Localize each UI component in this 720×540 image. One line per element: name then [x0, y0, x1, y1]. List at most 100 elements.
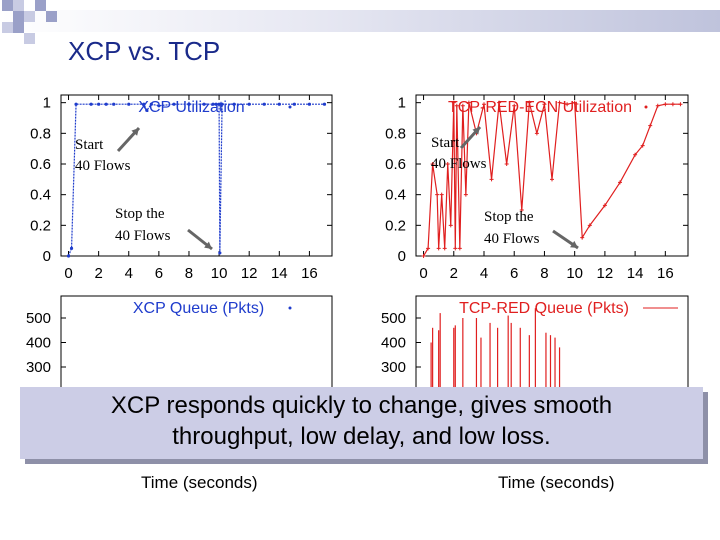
x-tick-label: 16: [657, 265, 674, 282]
data-point: [214, 102, 218, 106]
data-point: [512, 103, 517, 108]
chart-title-xcp-queue: XCP Queue (Pkts): [133, 300, 264, 317]
annotation-stop: Stop the: [484, 209, 534, 225]
y-tick-label: 300: [26, 359, 51, 376]
data-point: [448, 223, 453, 228]
annotation-start: Start: [75, 137, 104, 153]
data-point: [277, 102, 281, 106]
data-point: [307, 102, 312, 106]
data-point: [149, 102, 153, 106]
data-point: [247, 102, 251, 106]
chart-title-tcp-util: TCP-RED-ECN Utilization: [448, 99, 632, 116]
decor-square: [35, 0, 46, 11]
decor-square: [2, 0, 13, 11]
data-point: [655, 103, 660, 108]
data-point: [489, 177, 494, 182]
y-tick-label: 0: [398, 248, 406, 265]
data-point: [104, 102, 108, 106]
y-tick-label: 0.8: [385, 125, 406, 142]
data-point: [466, 100, 471, 105]
data-point: [145, 108, 149, 112]
data-point: [292, 102, 296, 106]
data-point: [453, 246, 458, 251]
x-tick-label: 14: [627, 265, 644, 282]
data-point: [550, 177, 554, 182]
chart-title-xcp-util: XCP Utilization: [138, 99, 244, 116]
plot-frame: [60, 94, 333, 257]
decor-square: [13, 11, 24, 22]
data-point: [217, 102, 221, 106]
data-point: [663, 102, 668, 107]
data-point: [542, 102, 547, 107]
x-tick-label: 8: [540, 265, 548, 282]
caption-line-2: throughput, low delay, and low loss.: [172, 423, 551, 450]
annotation-40-flows: 40 Flows: [115, 228, 171, 244]
data-point: [678, 102, 683, 107]
x-tick-label: 6: [155, 265, 163, 282]
data-point: [69, 246, 74, 250]
data-point: [572, 100, 577, 105]
caption-line-1: XCP responds quickly to change, gives sm…: [110, 392, 613, 419]
caption-box: [20, 387, 703, 459]
y-tick-label: 1: [398, 95, 406, 112]
x-tick-label: 2: [94, 265, 102, 282]
data-point: [602, 203, 607, 208]
data-point: [565, 102, 570, 107]
x-tick-label: 4: [480, 265, 488, 282]
x-tick-label: 6: [510, 265, 518, 282]
data-point: [557, 100, 562, 105]
x-axis-label-right: Time (seconds): [498, 473, 615, 492]
data-point: [436, 246, 441, 251]
data-point: [648, 123, 653, 128]
decor-square: [24, 33, 35, 44]
data-point: [463, 192, 468, 197]
x-tick-label: 12: [241, 265, 258, 282]
data-point: [618, 180, 622, 185]
data-point: [172, 102, 176, 106]
legend-marker: [288, 105, 292, 109]
x-tick-label: 10: [566, 265, 583, 282]
annotation-arrowhead: [472, 127, 480, 135]
data-point: [112, 102, 116, 106]
annotation-start: Start: [431, 135, 460, 151]
data-point: [66, 254, 71, 258]
data-point: [482, 102, 486, 107]
data-point: [74, 102, 78, 106]
data-point: [527, 100, 532, 105]
data-point: [457, 246, 462, 251]
y-tick-label: 400: [381, 335, 406, 352]
data-point: [202, 102, 206, 106]
data-point: [187, 102, 191, 106]
y-tick-label: 0.6: [30, 156, 51, 173]
y-tick-label: 0.8: [30, 125, 51, 142]
y-tick-label: 0.2: [385, 217, 406, 234]
data-point: [580, 235, 585, 240]
x-tick-label: 16: [301, 265, 318, 282]
data-point: [445, 162, 450, 166]
title-band: [0, 10, 720, 32]
x-tick-label: 12: [597, 265, 614, 282]
x-tick-label: 0: [419, 265, 427, 282]
annotation-40-flows: 40 Flows: [484, 231, 540, 247]
data-point: [640, 143, 645, 148]
x-axis-label-left: Time (seconds): [141, 473, 258, 492]
annotation-40-flows: 40 Flows: [431, 156, 487, 172]
decor-square: [13, 0, 24, 11]
data-point: [587, 223, 592, 228]
x-tick-label: 2: [450, 265, 458, 282]
data-point: [633, 152, 638, 157]
chart-title-tcp-queue: TCP-RED Queue (Pkts): [459, 300, 629, 317]
decor-square: [13, 22, 24, 33]
y-tick-label: 500: [26, 310, 51, 327]
data-point: [451, 100, 456, 105]
annotation-arrowhead: [204, 241, 212, 249]
data-point: [142, 102, 146, 106]
slide-title: XCP vs. TCP: [68, 36, 221, 66]
data-point: [211, 102, 215, 106]
data-point: [460, 103, 465, 108]
y-tick-label: 400: [26, 335, 51, 352]
decor-square: [46, 11, 57, 22]
data-point: [442, 246, 447, 251]
annotation-40-flows: 40 Flows: [75, 158, 131, 174]
data-point: [439, 192, 444, 197]
